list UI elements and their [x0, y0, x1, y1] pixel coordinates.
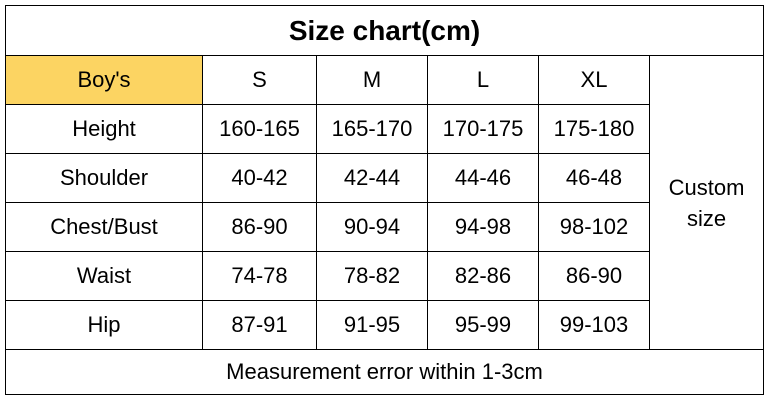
row-label: Height [5, 104, 203, 154]
size-cell: 95-99 [427, 300, 539, 350]
size-cell: 86-90 [202, 202, 317, 252]
column-header: XL [538, 55, 650, 105]
size-cell: 90-94 [316, 202, 428, 252]
table-title: Size chart(cm) [4, 5, 765, 56]
column-header: M [316, 55, 428, 105]
column-header: S [202, 55, 317, 105]
column-header: L [427, 55, 539, 105]
data-row: Hip 87-91 91-95 95-99 99-103 [5, 300, 764, 350]
size-cell: 94-98 [427, 202, 539, 252]
size-cell: 91-95 [316, 300, 428, 350]
row-label: Chest/Bust [5, 202, 203, 252]
column-header: Boy's [5, 55, 203, 105]
row-label: Hip [5, 300, 203, 350]
size-cell: 98-102 [538, 202, 650, 252]
footer-row: Measurement error within 1-3cm [4, 349, 765, 395]
row-label: Waist [5, 251, 203, 301]
data-row: Waist 74-78 78-82 82-86 86-90 [5, 251, 764, 301]
size-cell: 74-78 [202, 251, 317, 301]
size-cell: 46-48 [538, 153, 650, 203]
data-row: Chest/Bust 86-90 90-94 94-98 98-102 [5, 202, 764, 252]
size-table: Size chart(cm) Boy's S M L XL Custom size Heig… [4, 5, 765, 395]
row-label: Shoulder [5, 153, 203, 203]
size-cell: 78-82 [316, 251, 428, 301]
header-row: Boy's S M L XL Custom size [5, 55, 765, 350]
footer-note: Measurement error within 1-3cm [4, 349, 765, 395]
size-cell: 87-91 [202, 300, 317, 350]
size-cell: 160-165 [202, 104, 317, 154]
size-cell: 42-44 [316, 153, 428, 203]
size-cell: 82-86 [427, 251, 539, 301]
size-cell: 44-46 [427, 153, 539, 203]
size-cell: 165-170 [316, 104, 428, 154]
table-body: Size chart(cm) Boy's S M L XL Custom size Heig… [4, 5, 765, 395]
size-cell: 86-90 [538, 251, 650, 301]
data-row: Shoulder 40-42 42-44 44-46 46-48 [5, 153, 764, 203]
size-cell: 40-42 [202, 153, 317, 203]
size-cell: 170-175 [427, 104, 539, 154]
custom-size-note: Custom size [648, 55, 765, 350]
title-row: Size chart(cm) [4, 5, 765, 56]
size-cell: 175-180 [538, 104, 650, 154]
size-cell: 99-103 [538, 300, 650, 350]
